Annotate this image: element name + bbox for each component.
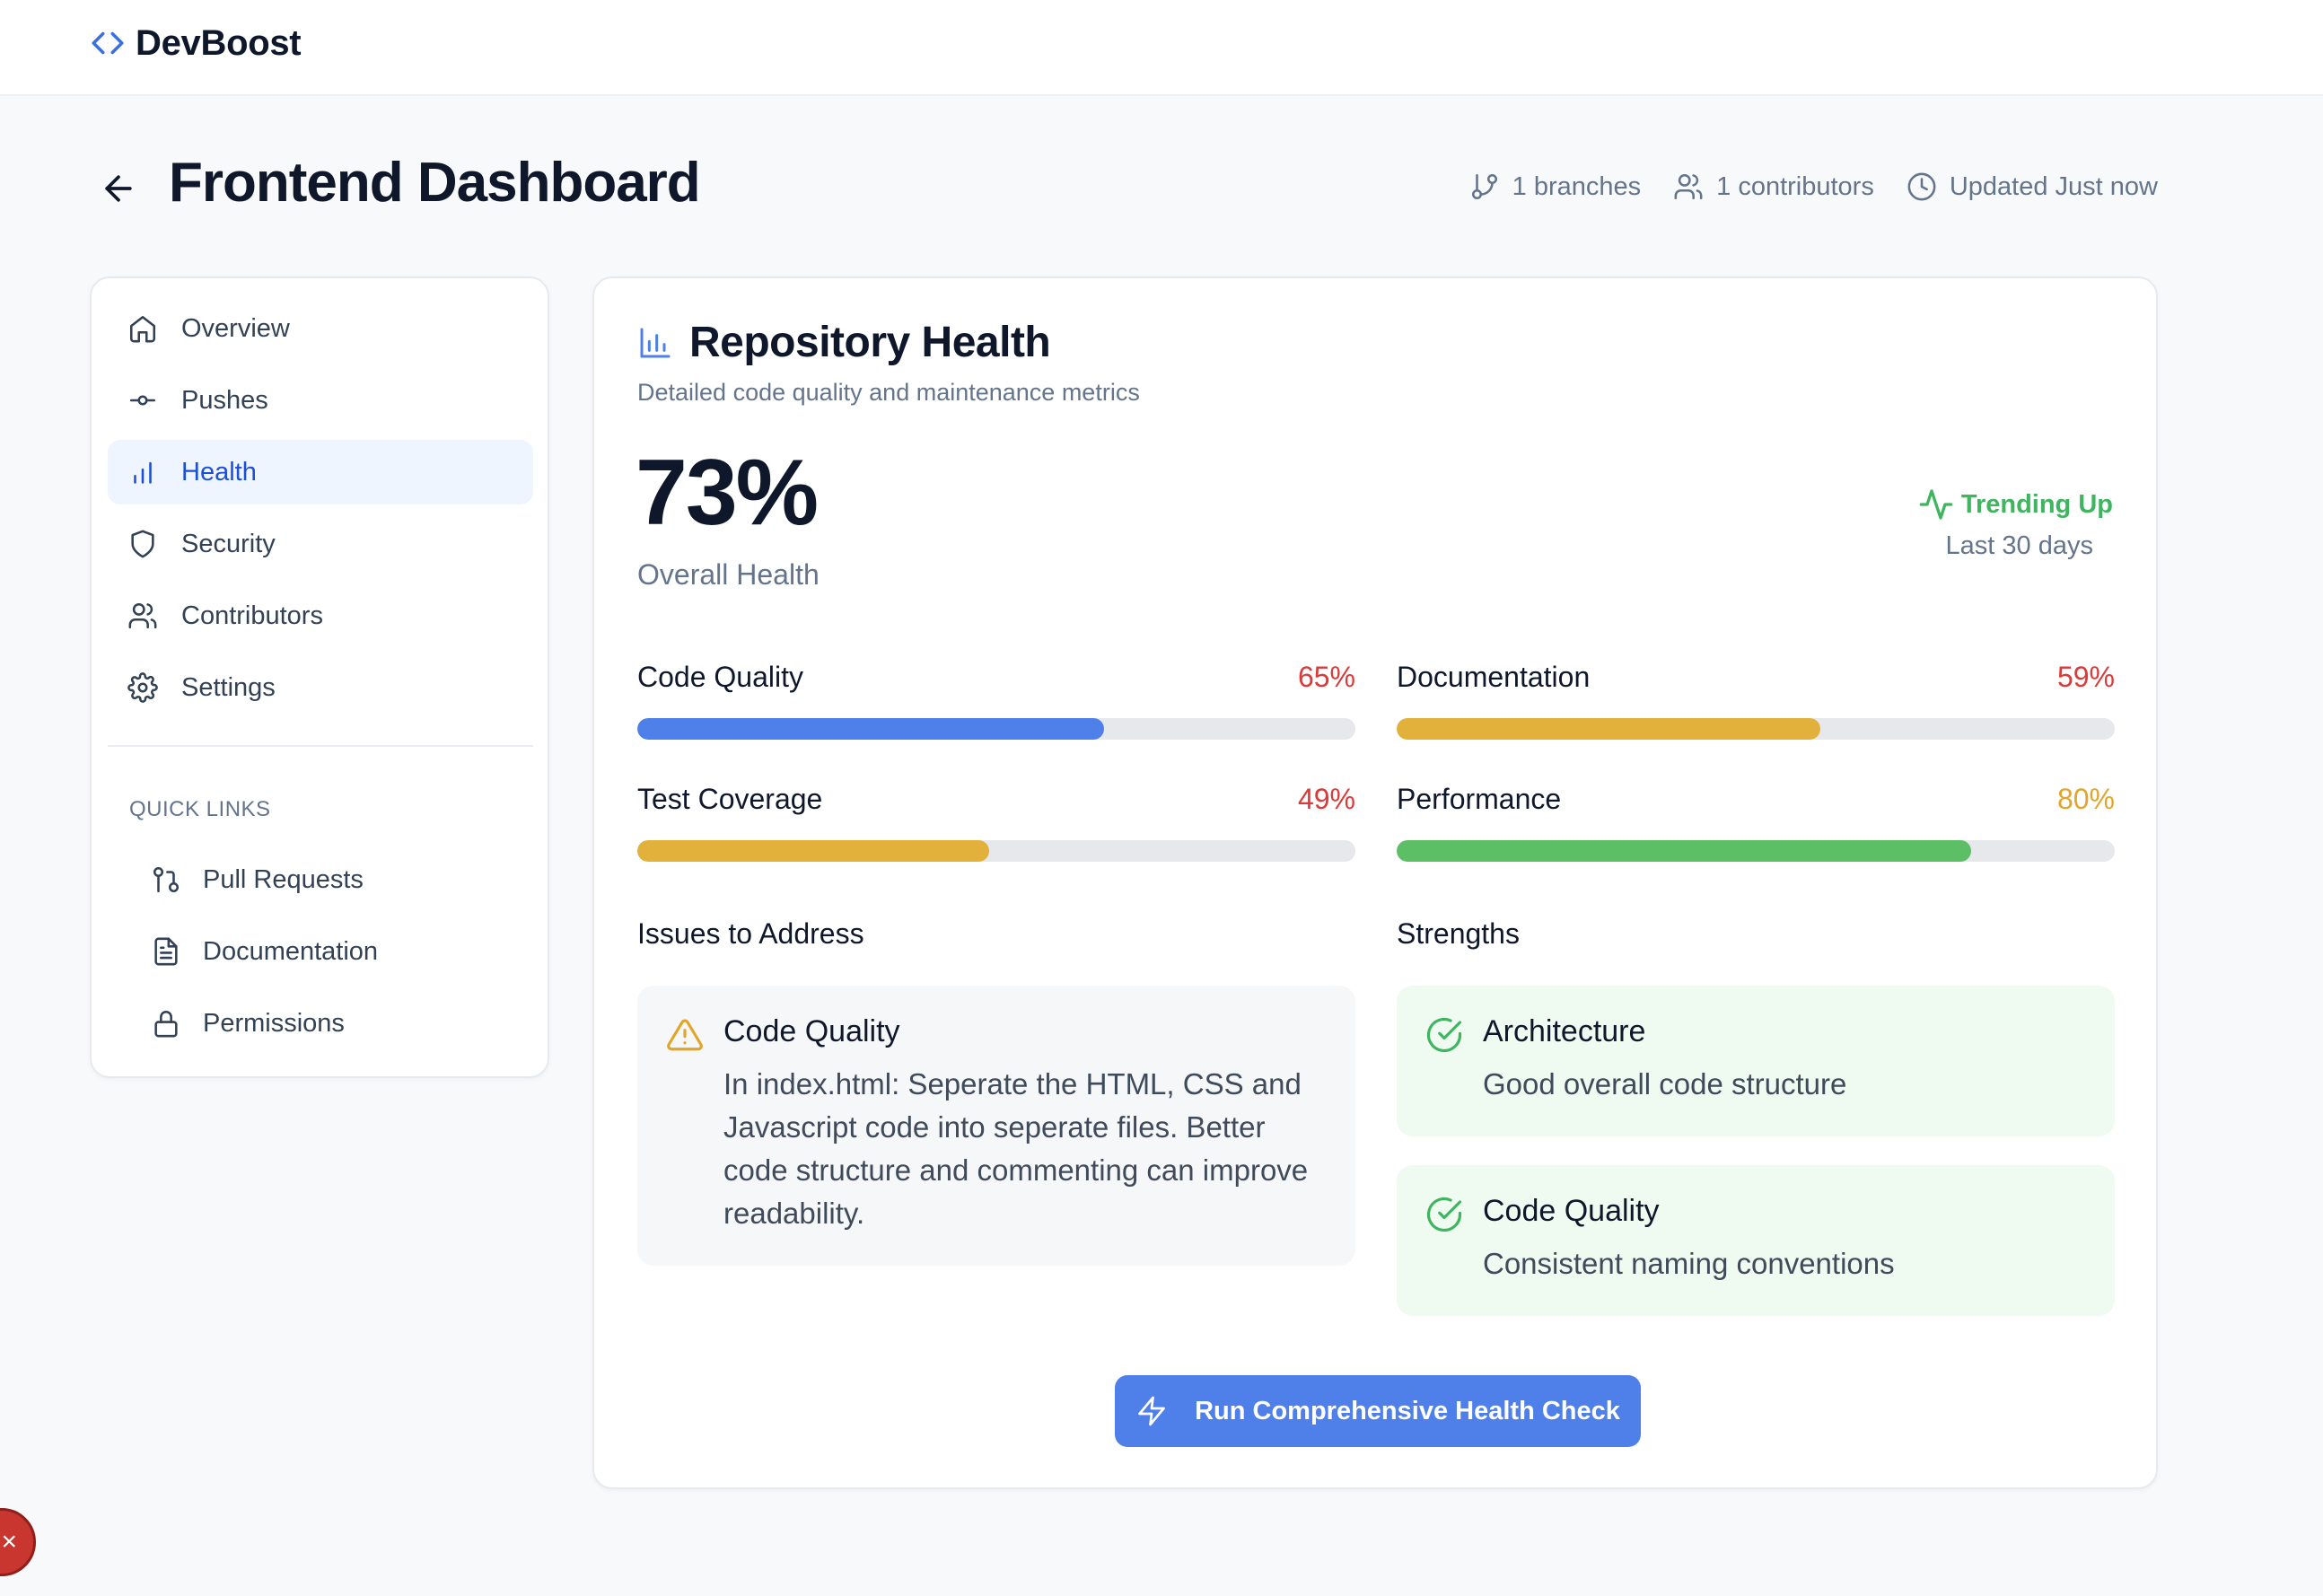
repo-meta: 1 branches 1 contributors Updated Just n… [1437,167,2158,206]
progress-track [1397,718,2115,740]
metric-code-quality: Code Quality 65% [637,661,1355,750]
app-name: DevBoost [136,22,302,63]
trend-period: Last 30 days [1945,531,2093,560]
progress-fill [1397,840,1971,862]
strength-description: Consistent naming conventions [1483,1247,1895,1280]
sidebar-item-label: Settings [181,672,276,702]
sidebar-item-contributors[interactable]: Contributors [108,583,533,648]
metric-label: Performance [1397,783,1562,815]
lock-icon [154,1011,178,1038]
run-health-check-button[interactable]: Run Comprehensive Health Check [1115,1375,1641,1447]
trend-label: Trending Up [1960,489,2113,519]
sidebar-item-settings[interactable]: Settings [108,655,533,720]
quick-link-label: Permissions [203,1008,345,1038]
quick-link-label: Pull Requests [203,864,364,894]
progress-track [637,718,1355,740]
bar-chart-icon [134,461,152,484]
metric-label: Test Coverage [637,783,823,815]
strength-title: Architecture [1483,1014,1646,1048]
metric-label: Documentation [1397,661,1591,693]
metric-value: 59% [2056,661,2115,693]
progress-fill [637,718,1104,740]
quick-link-permissions[interactable]: Permissions [151,991,528,1056]
overall-health-label: Overall Health [637,558,820,591]
warning-triangle-icon [667,1019,703,1051]
check-circle-icon [1426,1197,1462,1232]
shield-icon [131,530,154,558]
sidebar-item-overview[interactable]: Overview [108,296,533,361]
brand[interactable]: DevBoost [89,16,302,70]
sidebar-item-health[interactable]: Health [108,440,533,504]
quick-link-documentation[interactable]: Documentation [151,919,528,984]
card-title: Repository Health [689,319,1051,366]
home-icon [129,315,156,343]
gear-icon [127,672,158,703]
strength-title: Code Quality [1483,1194,1660,1228]
bar-chart-icon [640,328,671,357]
issue-description: In index.html: Seperate the HTML, CSS an… [723,1067,1309,1230]
git-commit-icon [129,395,156,406]
strengths-title: Strengths [1397,917,1520,950]
users-icon [1674,173,1703,200]
git-branch-icon [1471,173,1497,200]
repository-health-card: Repository Health Detailed code quality … [592,276,2158,1489]
arrow-left-icon [105,175,132,202]
card-header: Repository Health [637,318,1051,367]
lightning-icon [1138,1396,1165,1426]
sidebar-item-label: Pushes [181,385,268,415]
updated-label: Updated Just now [1949,171,2158,201]
floating-close-button[interactable]: × [0,1508,36,1576]
sidebar-item-label: Security [181,529,276,558]
trend-indicator: Trending Up [1918,487,2113,522]
top-bar: DevBoost [0,0,2323,96]
strength-item: Architecture Good overall code structure [1397,986,2115,1136]
metric-value: 49% [1297,783,1355,815]
issue-item: Code Quality In index.html: Seperate the… [637,986,1355,1266]
back-button[interactable] [99,169,138,208]
metric-value: 80% [2056,783,2115,815]
strength-description: Good overall code structure [1483,1067,1847,1101]
quick-links: Pull Requests Documentation Permissions [151,847,528,1063]
progress-track [637,840,1355,862]
progress-fill [1397,718,1820,740]
card-subtitle: Detailed code quality and maintenance me… [637,379,1140,406]
metric-documentation: Documentation 59% [1397,661,2115,750]
contributors-count: 1 contributors [1673,171,1874,202]
sidebar-divider [108,745,533,747]
sidebar-nav: Overview Pushes Health Security Contribu… [108,296,533,727]
metric-performance: Performance 80% [1397,783,2115,873]
close-icon: × [1,1527,17,1557]
branches-label: 1 branches [1512,171,1642,201]
overall-health-score: 73% [636,441,819,545]
strength-item: Code Quality Consistent naming conventio… [1397,1165,2115,1316]
issue-title: Code Quality [723,1014,900,1048]
sidebar-item-security[interactable]: Security [108,512,533,576]
sidebar-item-label: Health [181,457,257,487]
git-pull-request-icon [153,866,180,893]
metric-test-coverage: Test Coverage 49% [637,783,1355,873]
updated-time: Updated Just now [1907,171,2158,202]
issues-title: Issues to Address [637,917,864,950]
contributors-label: 1 contributors [1716,171,1874,201]
run-health-check-label: Run Comprehensive Health Check [1195,1396,1620,1425]
sidebar-item-pushes[interactable]: Pushes [108,368,533,433]
metric-value: 65% [1297,661,1355,693]
sidebar: Overview Pushes Health Security Contribu… [90,276,549,1078]
check-circle-icon [1426,1017,1462,1053]
clock-icon [1907,172,1936,201]
progress-fill [637,840,989,862]
branches-count: 1 branches [1469,171,1642,202]
progress-track [1397,840,2115,862]
sidebar-item-label: Contributors [181,601,323,630]
page-title: Frontend Dashboard [169,152,701,214]
code-brackets-icon [89,24,127,62]
file-text-icon [154,937,178,966]
sidebar-item-label: Overview [181,313,290,343]
activity-icon [1919,489,1953,520]
users-icon [128,602,157,629]
metric-label: Code Quality [637,661,803,693]
quick-links-title: QUICK LINKS [129,797,271,821]
quick-link-pull-requests[interactable]: Pull Requests [151,847,528,912]
quick-link-label: Documentation [203,936,379,966]
